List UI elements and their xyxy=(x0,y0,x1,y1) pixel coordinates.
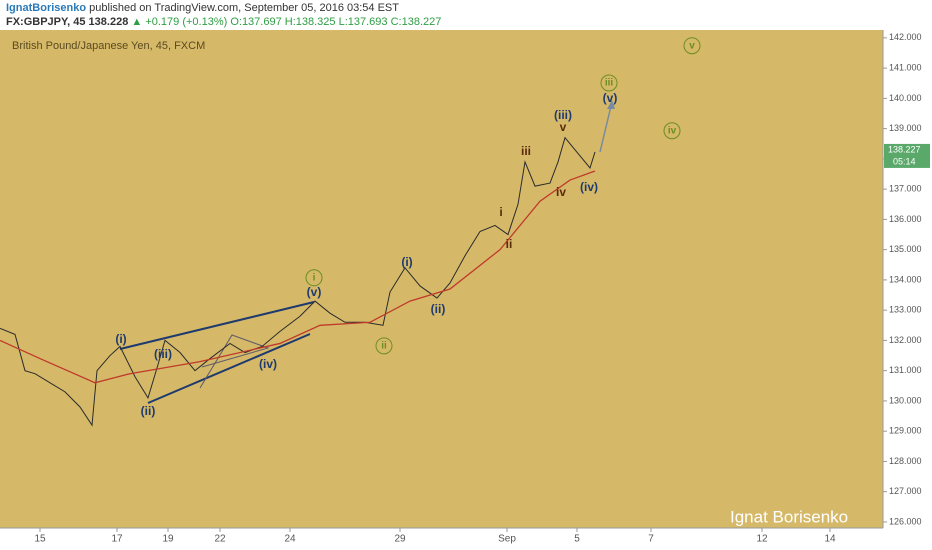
x-tick-label: 19 xyxy=(162,534,174,545)
x-tick-label: 22 xyxy=(214,534,226,545)
published: published on TradingView.com, September … xyxy=(89,2,399,14)
y-tick-label: 134.000 xyxy=(889,274,922,284)
wave-circle xyxy=(663,122,681,140)
y-tick-label: 141.000 xyxy=(889,62,922,72)
y-tick-label: 135.000 xyxy=(889,244,922,254)
time-tag: 05:14 xyxy=(893,156,916,166)
y-tick-label: 132.000 xyxy=(889,335,922,345)
wave-circle xyxy=(305,269,323,287)
y-tick-label: 130.000 xyxy=(889,395,922,405)
price-tag-bg xyxy=(884,143,930,168)
price-axis xyxy=(883,30,932,550)
open: O:137.697 xyxy=(230,16,282,28)
wave-circle xyxy=(600,74,618,92)
y-tick-label: 136.000 xyxy=(889,214,922,224)
wave-label: (v) xyxy=(307,285,322,299)
wave-label: ii xyxy=(381,341,387,352)
triangle xyxy=(199,334,270,389)
chart-title: British Pound/Japanese Yen, 45, FXCM xyxy=(12,40,205,52)
x-tick-label: 24 xyxy=(284,534,296,545)
x-tick-label: 29 xyxy=(394,534,406,545)
wave-label: (iii) xyxy=(154,347,172,361)
wave-label: v xyxy=(689,40,695,51)
wave-label: ii xyxy=(506,237,513,251)
x-tick-label: Sep xyxy=(498,534,516,545)
y-tick-label: 126.000 xyxy=(889,516,922,526)
wave-label: iii xyxy=(605,78,614,89)
wave-label: v xyxy=(560,120,567,134)
plot-background xyxy=(0,30,883,528)
wave-label: iv xyxy=(556,185,566,199)
y-tick-label: 137.000 xyxy=(889,184,922,194)
header-line-2: FX:GBPJPY, 45 138.228 ▲ +0.179 (+0.13%) … xyxy=(6,16,441,28)
y-tick-label: 133.000 xyxy=(889,305,922,315)
y-tick-label: 129.000 xyxy=(889,426,922,436)
x-tick-label: 14 xyxy=(824,534,836,545)
wave-circle xyxy=(375,337,393,355)
series-line xyxy=(0,136,596,427)
x-tick-label: 17 xyxy=(111,534,123,545)
x-tick-label: 7 xyxy=(648,534,654,545)
wave-label: (iv) xyxy=(259,357,277,371)
y-tick-label: 131.000 xyxy=(889,365,922,375)
price-tag: 138.227 xyxy=(888,144,921,154)
wave-label: iii xyxy=(521,144,531,158)
x-tick-label: 15 xyxy=(34,534,46,545)
author[interactable]: IgnatBorisenko xyxy=(6,2,87,14)
arrow-head xyxy=(607,100,615,109)
wave-label: (ii) xyxy=(431,302,446,316)
y-tick-label: 142.000 xyxy=(889,32,922,42)
x-tick-label: 12 xyxy=(756,534,768,545)
symbol: FX:GBPJPY, 45 xyxy=(6,16,86,28)
y-tick-label: 140.000 xyxy=(889,93,922,103)
wedge-lines xyxy=(119,301,315,404)
change: ▲ +0.179 (+0.13%) xyxy=(131,16,228,28)
wave-label: (v) xyxy=(603,91,618,105)
wave-label: (i) xyxy=(401,255,412,269)
high: H:138.325 xyxy=(284,16,336,28)
header-line-1: IgnatBorisenko published on TradingView.… xyxy=(6,2,399,14)
series-line xyxy=(0,170,596,384)
wave-circle xyxy=(683,37,701,55)
wave-label: (iv) xyxy=(580,180,598,194)
x-tick-label: 5 xyxy=(574,534,580,545)
projection-arrow xyxy=(599,101,613,153)
last: 138.228 xyxy=(88,16,129,28)
wave-label: iv xyxy=(668,125,677,136)
y-tick-label: 128.000 xyxy=(889,456,922,466)
wave-label: i xyxy=(499,205,502,219)
close: C:138.227 xyxy=(390,16,442,28)
time-axis xyxy=(0,528,883,550)
wave-label: i xyxy=(313,272,316,283)
watermark: Ignat Borisenko xyxy=(730,507,848,526)
y-tick-label: 127.000 xyxy=(889,486,922,496)
wave-label: (i) xyxy=(115,332,126,346)
chart: British Pound/Japanese Yen, 45, FXCM Ign… xyxy=(0,30,932,550)
low: L:137.693 xyxy=(338,16,388,28)
y-tick-label: 139.000 xyxy=(889,123,922,133)
wave-label: (iii) xyxy=(554,108,572,122)
wave-label: (ii) xyxy=(141,404,156,418)
